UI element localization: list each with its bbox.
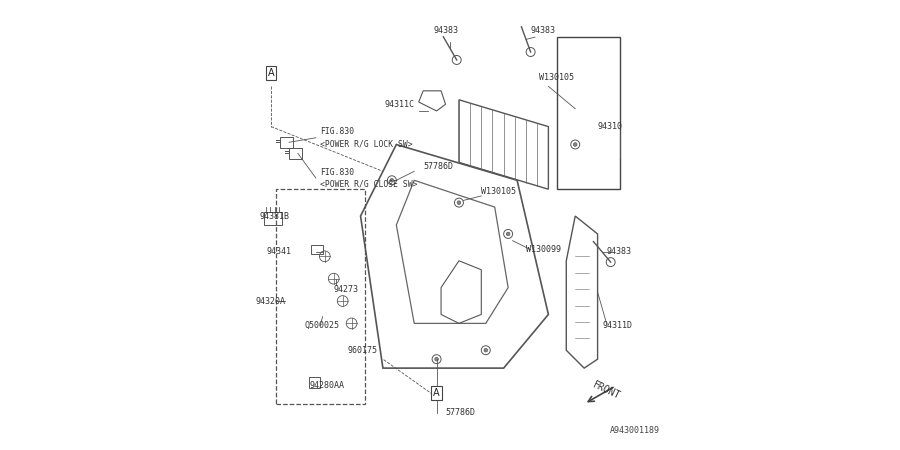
Bar [280,137,293,148]
Circle shape [507,232,510,236]
Bar [557,37,620,189]
Text: 94273: 94273 [334,285,359,294]
Text: W130099: W130099 [526,245,561,254]
Text: W130105: W130105 [539,73,574,82]
Circle shape [457,201,461,204]
Text: 94383: 94383 [530,26,555,35]
Text: 94383: 94383 [433,26,458,35]
Bar [289,148,302,159]
Text: A943001189: A943001189 [610,426,661,435]
Text: 94280AA: 94280AA [309,382,344,391]
Text: 94311C: 94311C [384,100,414,109]
Text: 94311D: 94311D [602,321,632,330]
Text: A: A [433,388,440,398]
Text: FIG.830
<POWER R/G LOCK SW>: FIG.830 <POWER R/G LOCK SW> [320,127,413,148]
Text: 94320A: 94320A [256,297,285,306]
Text: 960175: 960175 [347,346,377,355]
Circle shape [484,348,488,352]
Text: FIG.830
<POWER R/G CLOSE SW>: FIG.830 <POWER R/G CLOSE SW> [320,168,418,189]
Text: A: A [268,68,274,78]
Text: 94310: 94310 [598,122,623,131]
Bar [265,212,283,225]
Text: 57786D: 57786D [446,408,475,417]
Circle shape [573,143,577,146]
Text: FRONT: FRONT [591,380,622,401]
Circle shape [390,179,393,182]
Bar [309,377,320,388]
Bar [311,245,322,254]
Text: 94381B: 94381B [260,212,290,220]
Text: W130105: W130105 [482,187,517,196]
Text: 94383: 94383 [607,248,632,256]
Text: 57786D: 57786D [423,162,454,171]
Text: 94341: 94341 [266,248,292,256]
Text: Q500025: Q500025 [305,321,339,330]
Bar [275,189,365,404]
Circle shape [435,357,438,361]
